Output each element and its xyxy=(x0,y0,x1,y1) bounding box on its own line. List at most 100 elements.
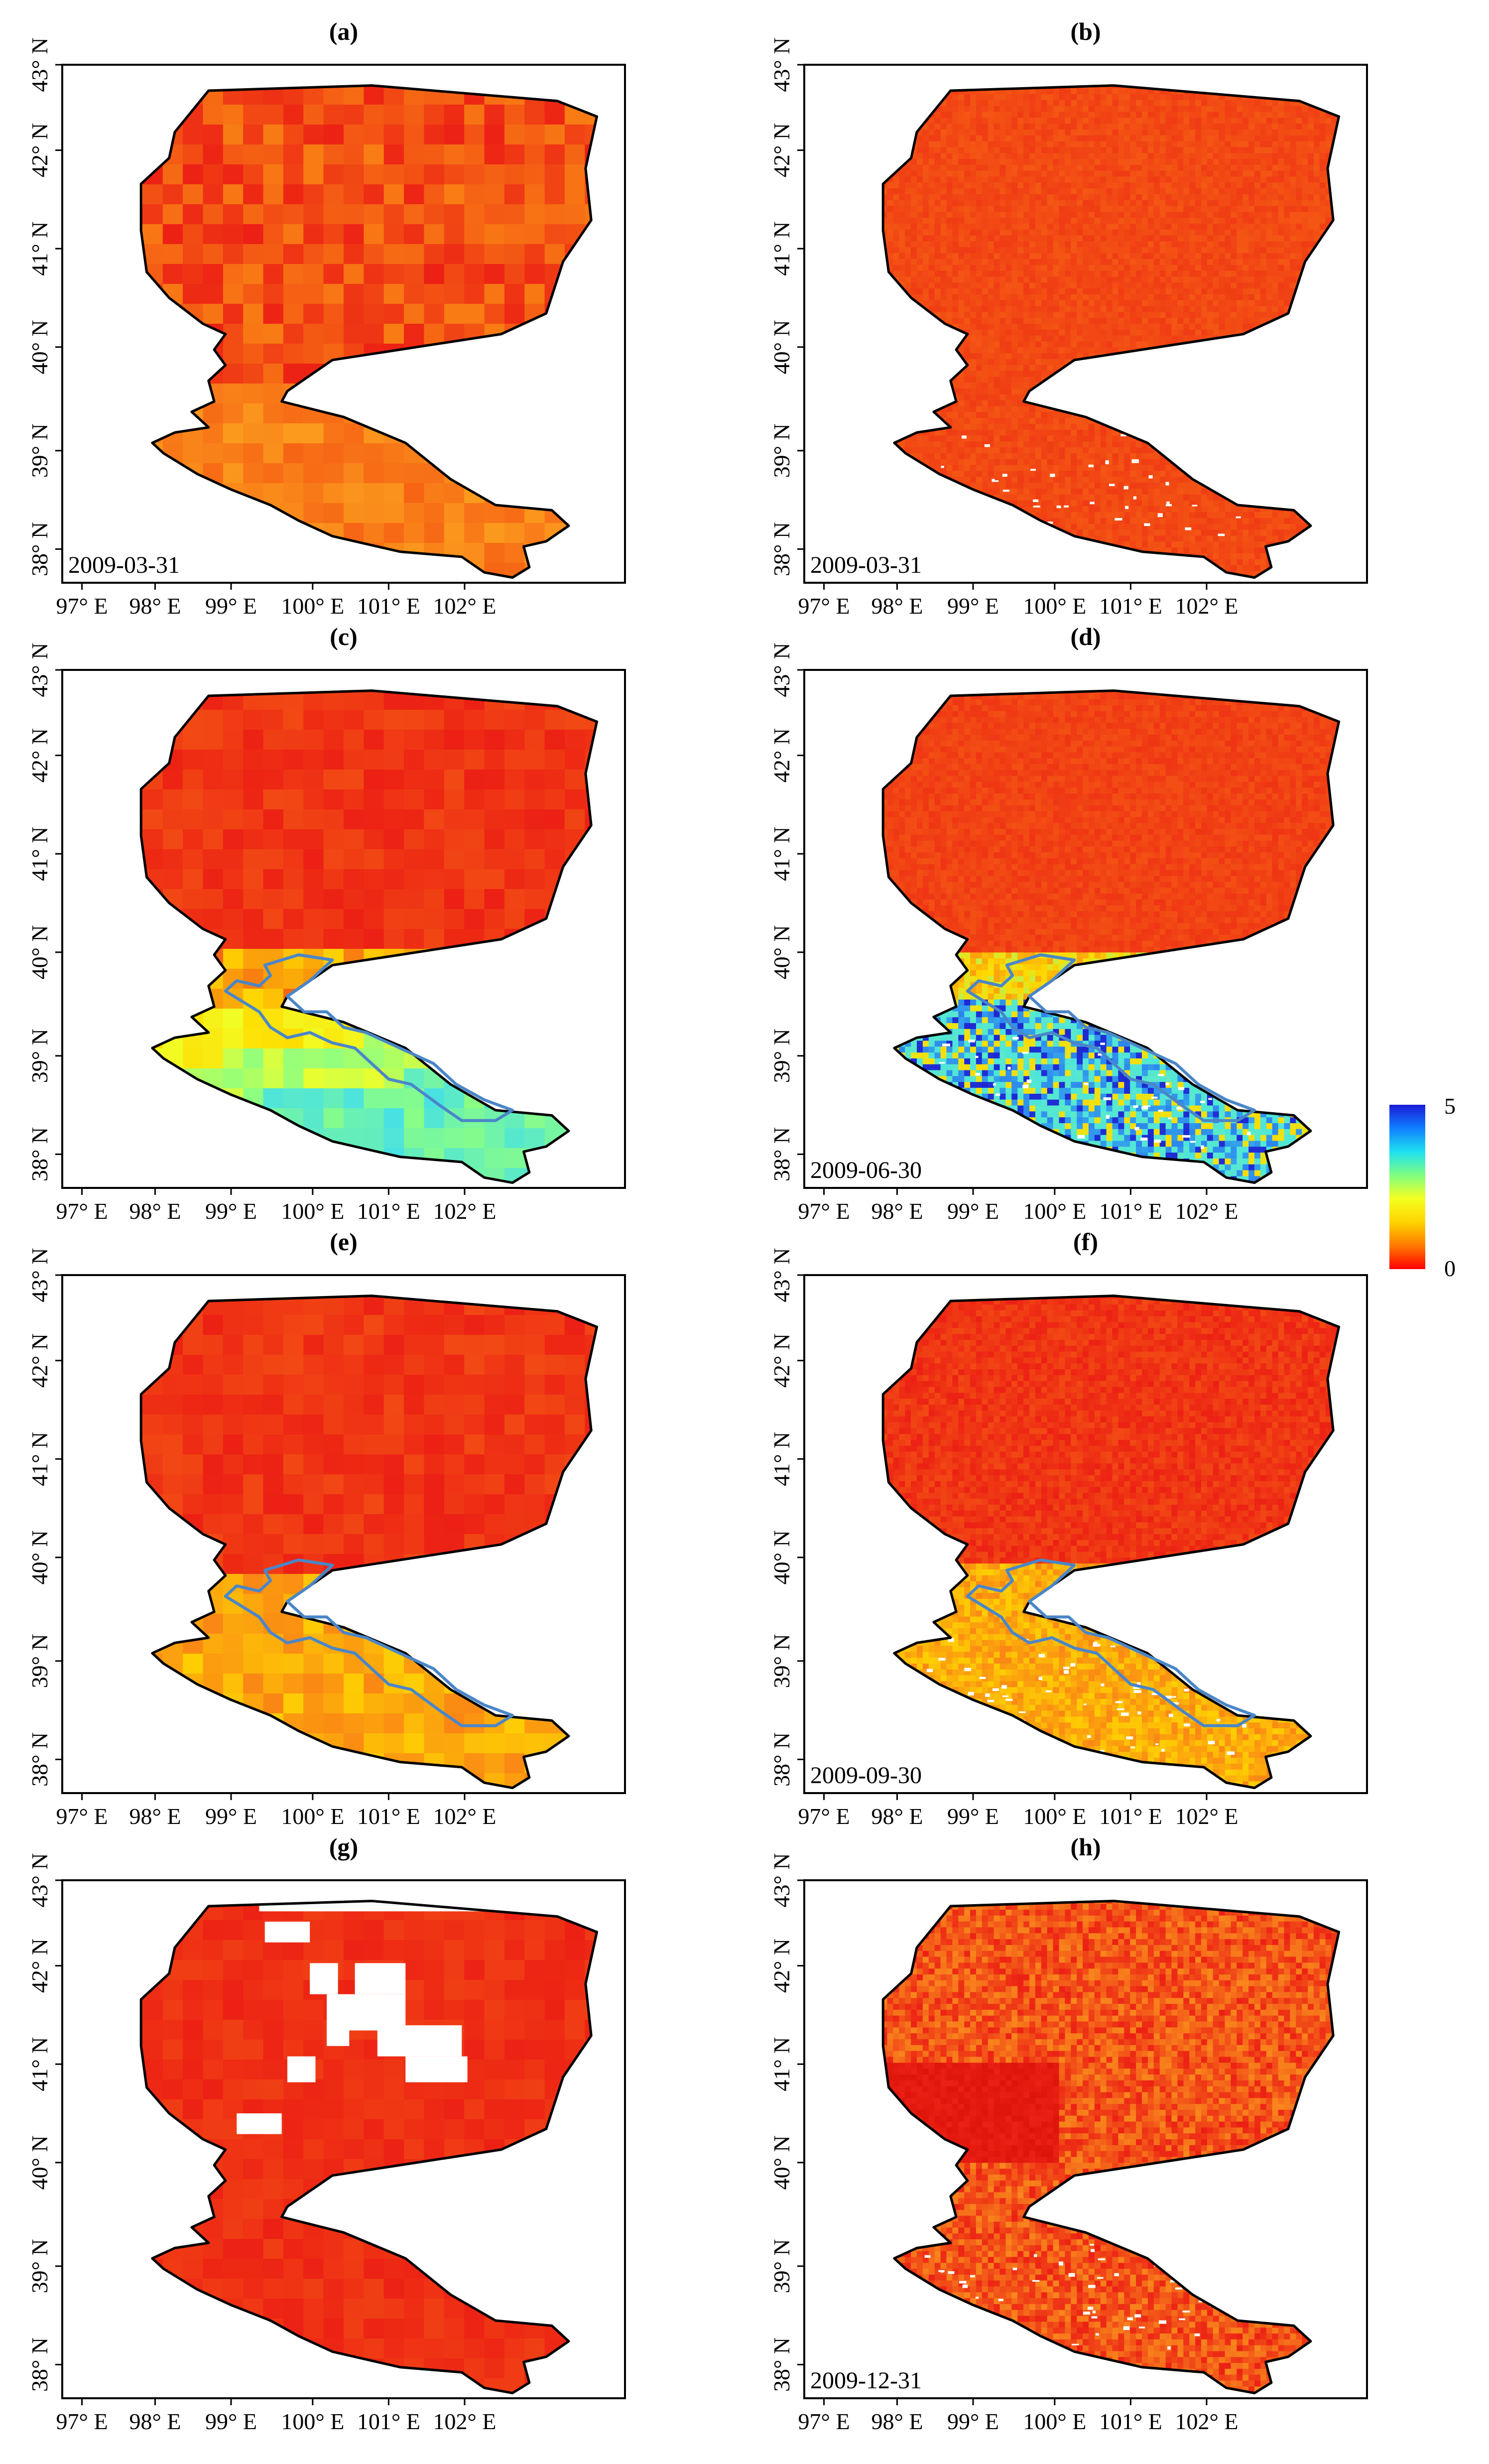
basin-boundary xyxy=(139,1900,598,2395)
y-tick-label: 41° N xyxy=(27,827,52,881)
raster-g xyxy=(141,1901,597,2393)
date-label: 2009-03-31 xyxy=(810,552,922,578)
x-tick-label: 101° E xyxy=(1099,1804,1162,1829)
x-tick-label: 99° E xyxy=(947,1804,999,1829)
basin-boundary xyxy=(881,689,1340,1184)
x-tick-label: 101° E xyxy=(357,593,420,619)
basin-boundary xyxy=(881,1295,1340,1790)
y-tick-label: 42° N xyxy=(769,1333,794,1388)
y-tick-label: 39° N xyxy=(27,423,52,478)
x-tick-label: 102° E xyxy=(1175,593,1238,619)
x-tick-label: 97° E xyxy=(56,593,108,619)
x-tick-label: 101° E xyxy=(357,1804,420,1829)
date-label: 2009-06-30 xyxy=(810,1157,922,1183)
y-tick-label: 40° N xyxy=(27,320,52,374)
y-tick-label: 41° N xyxy=(769,222,794,276)
panel-title: (h) xyxy=(1070,1833,1101,1861)
x-tick-label: 99° E xyxy=(947,593,999,619)
panel-title: (f) xyxy=(1073,1228,1098,1256)
map-panel-f: (f) 97° E 98° E 99° E 100° E 101° E 102° E 38° … xyxy=(769,1228,1368,1829)
y-tick-label: 39° N xyxy=(769,2239,794,2293)
x-tick-label: 100° E xyxy=(281,593,344,619)
map-panel-c: (c) 97° E 98° E 99° E 100° E 101° E 102° E 38° … xyxy=(27,623,626,1224)
y-tick-label: 38° N xyxy=(769,1127,794,1181)
y-tick-label: 38° N xyxy=(27,2337,52,2392)
map-panel-b: (b) 97° E 98° E 99° E 100° E 101° E 102° E 38° … xyxy=(769,17,1368,619)
date-label: 2009-09-30 xyxy=(810,1762,922,1789)
y-tick-label: 40° N xyxy=(27,1530,52,1584)
panel-frame xyxy=(61,1274,626,1794)
x-tick-label: 99° E xyxy=(205,593,257,619)
map-panel-a: (a) 97° E 98° E 99° E 100° E 101° E 102° E 38° … xyxy=(27,17,626,619)
y-tick-label: 43° N xyxy=(27,1853,52,1907)
y-tick-label: 38° N xyxy=(769,1732,794,1787)
x-tick-label: 102° E xyxy=(433,593,496,619)
x-tick-label: 100° E xyxy=(281,2409,344,2434)
panel-frame xyxy=(803,1274,1368,1794)
x-tick-label: 97° E xyxy=(798,1198,850,1224)
y-tick-label: 41° N xyxy=(27,222,52,276)
panel-title: (g) xyxy=(329,1833,358,1861)
x-tick-label: 98° E xyxy=(129,1198,181,1224)
y-tick-label: 41° N xyxy=(27,1432,52,1486)
colorbar-gradient xyxy=(1389,1105,1425,1269)
y-tick-label: 39° N xyxy=(769,1634,794,1688)
y-tick-label: 40° N xyxy=(27,925,52,979)
y-tick-label: 41° N xyxy=(769,2037,794,2091)
panel-title: (b) xyxy=(1070,17,1101,45)
x-tick-label: 97° E xyxy=(56,1804,108,1829)
y-tick-label: 39° N xyxy=(27,1634,52,1688)
panel-frame xyxy=(61,1879,626,2399)
panel-title: (d) xyxy=(1070,623,1101,650)
x-tick-label: 102° E xyxy=(433,1804,496,1829)
y-tick-label: 38° N xyxy=(27,522,52,576)
y-tick-label: 39° N xyxy=(769,1029,794,1083)
y-tick-label: 38° N xyxy=(769,522,794,576)
raster-f xyxy=(883,1296,1339,1788)
map-panel-d: (d) 97° E 98° E 99° E 100° E 101° E 102° E 38° … xyxy=(769,623,1368,1224)
x-tick-label: 102° E xyxy=(1175,1198,1238,1224)
map-panel-e: (e) 97° E 98° E 99° E 100° E 101° E 102° E 38° … xyxy=(27,1228,626,1829)
y-tick-label: 38° N xyxy=(27,1732,52,1787)
x-tick-label: 102° E xyxy=(433,1198,496,1224)
x-tick-label: 98° E xyxy=(871,1198,923,1224)
x-tick-label: 101° E xyxy=(1099,593,1162,619)
date-label: 2009-03-31 xyxy=(68,552,180,578)
panel-title: (c) xyxy=(330,623,358,650)
x-tick-label: 97° E xyxy=(798,1804,850,1829)
panel-frame xyxy=(803,669,1368,1189)
x-tick-label: 99° E xyxy=(947,1198,999,1224)
basin-boundary xyxy=(881,1900,1340,2395)
y-tick-label: 39° N xyxy=(27,1029,52,1083)
x-tick-label: 100° E xyxy=(281,1198,344,1224)
x-tick-label: 97° E xyxy=(798,2409,850,2434)
colorbar-max-label: 5 xyxy=(1444,1093,1456,1119)
colorbar: 5 0 xyxy=(1389,1093,1456,1281)
x-tick-label: 99° E xyxy=(947,2409,999,2434)
y-tick-label: 43° N xyxy=(769,1853,794,1907)
x-tick-label: 97° E xyxy=(56,1198,108,1224)
x-tick-label: 101° E xyxy=(1099,1198,1162,1224)
y-tick-label: 43° N xyxy=(27,643,52,697)
x-tick-label: 97° E xyxy=(56,2409,108,2434)
x-tick-label: 97° E xyxy=(798,593,850,619)
x-tick-label: 98° E xyxy=(871,593,923,619)
y-tick-label: 41° N xyxy=(27,2037,52,2091)
y-tick-label: 41° N xyxy=(769,827,794,881)
panel-frame xyxy=(803,64,1368,584)
x-tick-label: 101° E xyxy=(357,2409,420,2434)
oasis-boundary xyxy=(966,953,1256,1122)
raster-h xyxy=(883,1901,1339,2393)
y-tick-label: 40° N xyxy=(27,2135,52,2190)
oasis-boundary xyxy=(224,953,514,1122)
panel-frame xyxy=(803,1879,1368,2399)
basin-boundary xyxy=(881,84,1340,579)
x-tick-label: 100° E xyxy=(1023,1198,1086,1224)
y-tick-label: 43° N xyxy=(769,1248,794,1302)
y-tick-label: 42° N xyxy=(769,1939,794,1993)
y-tick-label: 42° N xyxy=(769,728,794,782)
y-tick-label: 41° N xyxy=(769,1432,794,1486)
y-tick-label: 43° N xyxy=(769,37,794,92)
x-tick-label: 101° E xyxy=(1099,2409,1162,2434)
